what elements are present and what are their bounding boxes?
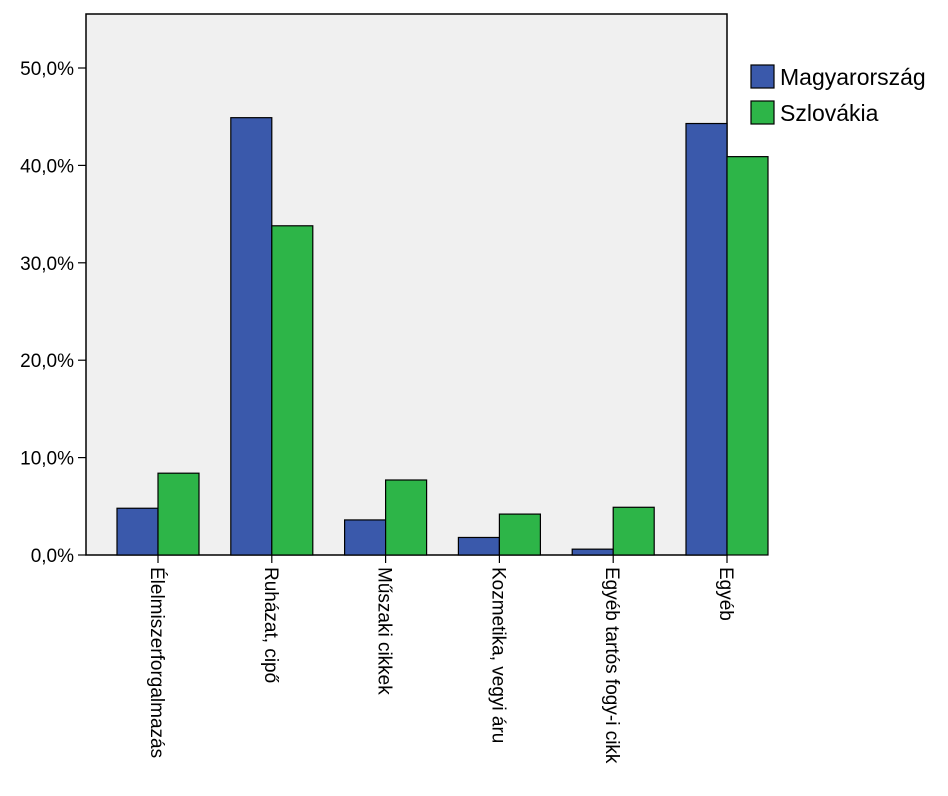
x-tick-label: Egyéb xyxy=(715,567,736,621)
bars xyxy=(116,117,769,556)
y-tick-label: 30,0% xyxy=(20,254,74,275)
bar-szlovakia xyxy=(157,472,200,556)
legend-label-szlovakia: Szlovákia xyxy=(780,100,879,126)
x-tick-label: Élelmiszerforgalmazás xyxy=(146,567,167,758)
legend-swatch-szlovakia xyxy=(750,100,775,125)
y-tick-label: 20,0% xyxy=(20,351,74,372)
bar-szlovakia xyxy=(385,479,428,556)
bar-szlovakia xyxy=(726,156,769,556)
x-tick-label: Műszaki cikkek xyxy=(374,567,395,695)
legend: Magyarország Szlovákia xyxy=(750,64,926,126)
x-tick-label: Kozmetika, vegyi áru xyxy=(487,567,508,743)
x-tick-label: Egyéb tartós fogy-i cikk xyxy=(601,567,622,764)
y-tick-label: 40,0% xyxy=(20,156,74,177)
x-axis: Élelmiszerforgalmazás Ruházat, cipő Műszak… xyxy=(146,555,736,764)
bar-magyarorszag xyxy=(457,536,500,556)
bar-szlovakia xyxy=(498,513,541,556)
y-tick-label: 10,0% xyxy=(20,449,74,470)
bar-magyarorszag xyxy=(571,548,614,556)
bar-magyarorszag xyxy=(230,117,273,556)
y-tick-label: 50,0% xyxy=(20,59,74,80)
x-tick-label: Ruházat, cipő xyxy=(260,567,281,683)
legend-swatch-magyarorszag xyxy=(750,64,775,89)
bar-magyarorszag xyxy=(344,519,387,556)
bar-szlovakia xyxy=(271,225,314,556)
legend-label-magyarorszag: Magyarország xyxy=(780,64,926,90)
y-tick-label: 0,0% xyxy=(31,546,74,567)
bar-magyarorszag xyxy=(116,507,159,556)
plot-area xyxy=(85,13,728,556)
bar-szlovakia xyxy=(612,506,655,556)
bar-magyarorszag xyxy=(685,122,728,556)
y-axis: 0,0% 10,0% 20,0% 30,0% 40,0% 50,0% xyxy=(20,59,86,567)
